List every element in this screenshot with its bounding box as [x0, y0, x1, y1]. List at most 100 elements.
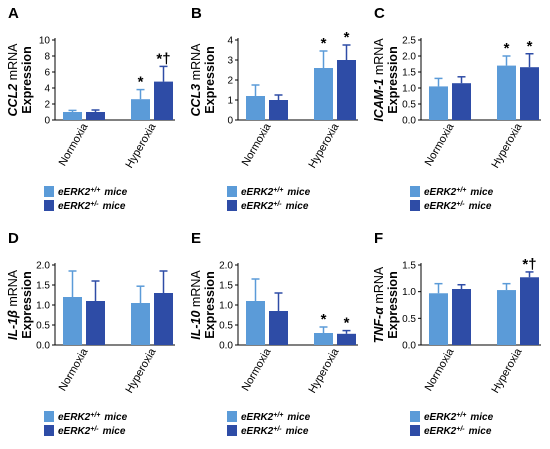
- x-category-label: Normoxia: [423, 121, 457, 169]
- y-axis-label: IL-1β mRNA: [6, 269, 20, 340]
- panel-letter: E: [191, 230, 201, 247]
- legend-swatch-het: [410, 425, 420, 436]
- y-tick-label: 0.0: [219, 341, 233, 352]
- y-axis-gene: ICAM-1: [372, 75, 386, 122]
- y-axis-unit: mRNA: [372, 38, 386, 75]
- y-axis-label-line2: Expression: [203, 46, 217, 113]
- y-tick-label: 0.5: [402, 314, 416, 325]
- legend-swatch-wt: [227, 186, 237, 197]
- x-category-label: Hyperoxia: [306, 346, 342, 396]
- legend-suffix: mice: [470, 412, 493, 423]
- legend-superscript: +/+: [456, 187, 466, 194]
- bar-het: [154, 293, 173, 345]
- legend-swatch-het: [227, 200, 237, 211]
- legend-superscript: +/+: [273, 187, 283, 194]
- y-tick-label: 10: [39, 36, 51, 47]
- y-tick-label: 2.0: [36, 261, 50, 272]
- significance-mark: *†: [522, 256, 536, 273]
- legend-suffix: mice: [103, 426, 126, 437]
- legend-swatch-het: [410, 200, 420, 211]
- y-axis-gene: IL-10: [189, 307, 203, 340]
- legend-superscript: +/+: [273, 412, 283, 419]
- legend-label-het: eERK2+/- mice: [241, 426, 309, 438]
- legend-suffix: mice: [286, 201, 309, 212]
- legend-swatch-het: [44, 200, 54, 211]
- y-tick-label: 0.5: [219, 321, 233, 332]
- y-tick-label: 0: [44, 116, 50, 127]
- x-category-label: Normoxia: [57, 121, 91, 169]
- legend-genotype: eERK2: [424, 412, 457, 423]
- panel-letter: A: [8, 5, 19, 22]
- legend-superscript: +/-: [273, 426, 282, 433]
- chart-panel-a: A CCL2 mRNA Expression 0 2 4 6 8 10 Normoxia * *† Hy…: [0, 0, 183, 224]
- y-axis-unit: mRNA: [189, 43, 203, 80]
- bar-wt: [131, 303, 150, 345]
- x-category-label: Hyperoxia: [123, 346, 159, 396]
- y-axis-label: CCL3 mRNA: [189, 43, 203, 117]
- legend-superscript: +/-: [90, 426, 99, 433]
- legend-swatch-wt: [44, 411, 54, 422]
- bar-het: [154, 81, 173, 120]
- legend-suffix: mice: [104, 412, 127, 423]
- legend-superscript: +/-: [273, 201, 282, 208]
- legend-swatch-het: [227, 425, 237, 436]
- y-tick-label: 0: [227, 116, 233, 127]
- bar-wt: [429, 86, 448, 120]
- chart-panel-d: D IL-1β mRNA Expression 0.0 0.5 1.0 1.5 2.0 Norm…: [0, 225, 183, 449]
- y-tick-label: 1.0: [36, 301, 50, 312]
- legend-genotype: eERK2: [424, 201, 457, 212]
- x-category-label: Hyperoxia: [306, 121, 342, 171]
- y-axis-label: TNF-α mRNA: [372, 266, 386, 343]
- y-tick-label: 4: [44, 84, 50, 95]
- bar-wt: [63, 112, 82, 120]
- legend-genotype: eERK2: [424, 426, 457, 437]
- y-tick-label: 1: [227, 96, 233, 107]
- legend-superscript: +/-: [456, 201, 465, 208]
- y-axis-label-line2: Expression: [386, 271, 400, 338]
- significance-mark: *: [344, 315, 350, 332]
- x-category-label: Normoxia: [57, 346, 91, 394]
- legend-swatch-wt: [410, 186, 420, 197]
- y-tick-label: 0.5: [36, 321, 50, 332]
- legend-genotype: eERK2: [58, 187, 91, 198]
- legend-superscript: +/+: [90, 412, 100, 419]
- y-tick-label: 6: [44, 68, 50, 79]
- legend-label-wt: eERK2+/+ mice: [424, 412, 494, 424]
- y-tick-label: 2: [44, 100, 50, 111]
- legend-suffix: mice: [104, 187, 127, 198]
- chart-svg: B CCL3 mRNA Expression 0 1 2 3 4 Normoxia * * Hyper…: [189, 5, 358, 212]
- y-axis-unit: mRNA: [189, 270, 203, 307]
- chart-panel-b: B CCL3 mRNA Expression 0 1 2 3 4 Normoxia * * Hyper…: [183, 0, 366, 224]
- chart-svg: A CCL2 mRNA Expression 0 2 4 6 8 10 Normoxia * *† Hy…: [6, 5, 175, 212]
- legend-genotype: eERK2: [241, 412, 274, 423]
- bar-het: [269, 100, 288, 120]
- legend-label-het: eERK2+/- mice: [58, 426, 126, 438]
- legend-superscript: +/-: [90, 201, 99, 208]
- legend-genotype: eERK2: [241, 201, 274, 212]
- bar-wt: [497, 65, 516, 120]
- y-axis-gene: IL-1β: [6, 307, 20, 340]
- bar-wt: [246, 301, 265, 345]
- panel-letter: D: [8, 230, 19, 247]
- bar-het: [337, 60, 356, 120]
- legend-label-wt: eERK2+/+ mice: [241, 187, 311, 199]
- significance-mark: *: [138, 74, 144, 91]
- significance-mark: *: [344, 29, 350, 46]
- chart-panel-c: C ICAM-1 mRNA Expression 0.0 0.5 1.0 1.5 2.0 2.5…: [366, 0, 549, 224]
- legend-label-wt: eERK2+/+ mice: [424, 187, 494, 199]
- bar-het: [452, 83, 471, 120]
- legend-genotype: eERK2: [241, 426, 274, 437]
- legend-genotype: eERK2: [58, 412, 91, 423]
- significance-mark: *: [321, 35, 327, 52]
- y-axis-unit: mRNA: [6, 43, 20, 80]
- y-tick-label: 2.0: [219, 261, 233, 272]
- legend-swatch-wt: [410, 411, 420, 422]
- legend-label-het: eERK2+/- mice: [424, 426, 492, 438]
- legend-genotype: eERK2: [424, 187, 457, 198]
- y-tick-label: 2.5: [402, 36, 416, 47]
- y-tick-label: 1.5: [219, 281, 233, 292]
- y-axis-gene: CCL2: [6, 80, 20, 116]
